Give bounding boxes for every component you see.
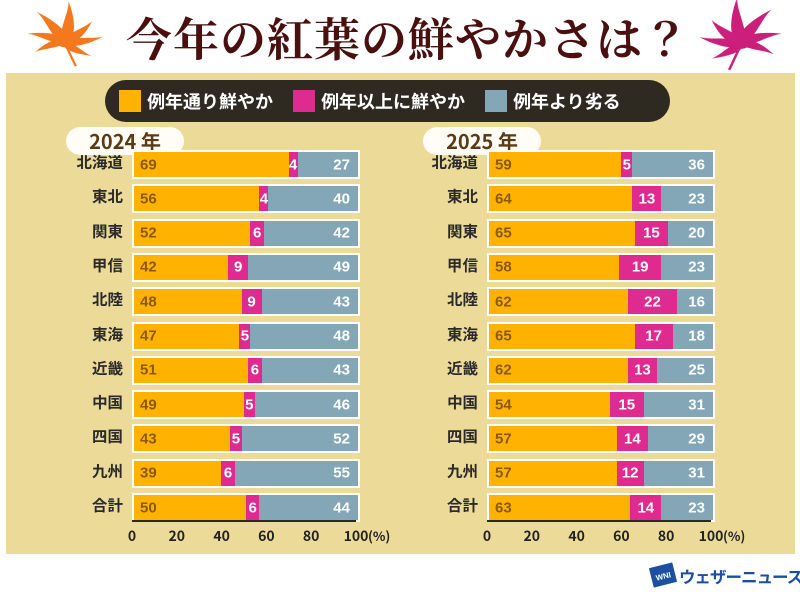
svg-text:ウェザーニュース: ウェザーニュース	[679, 564, 800, 588]
